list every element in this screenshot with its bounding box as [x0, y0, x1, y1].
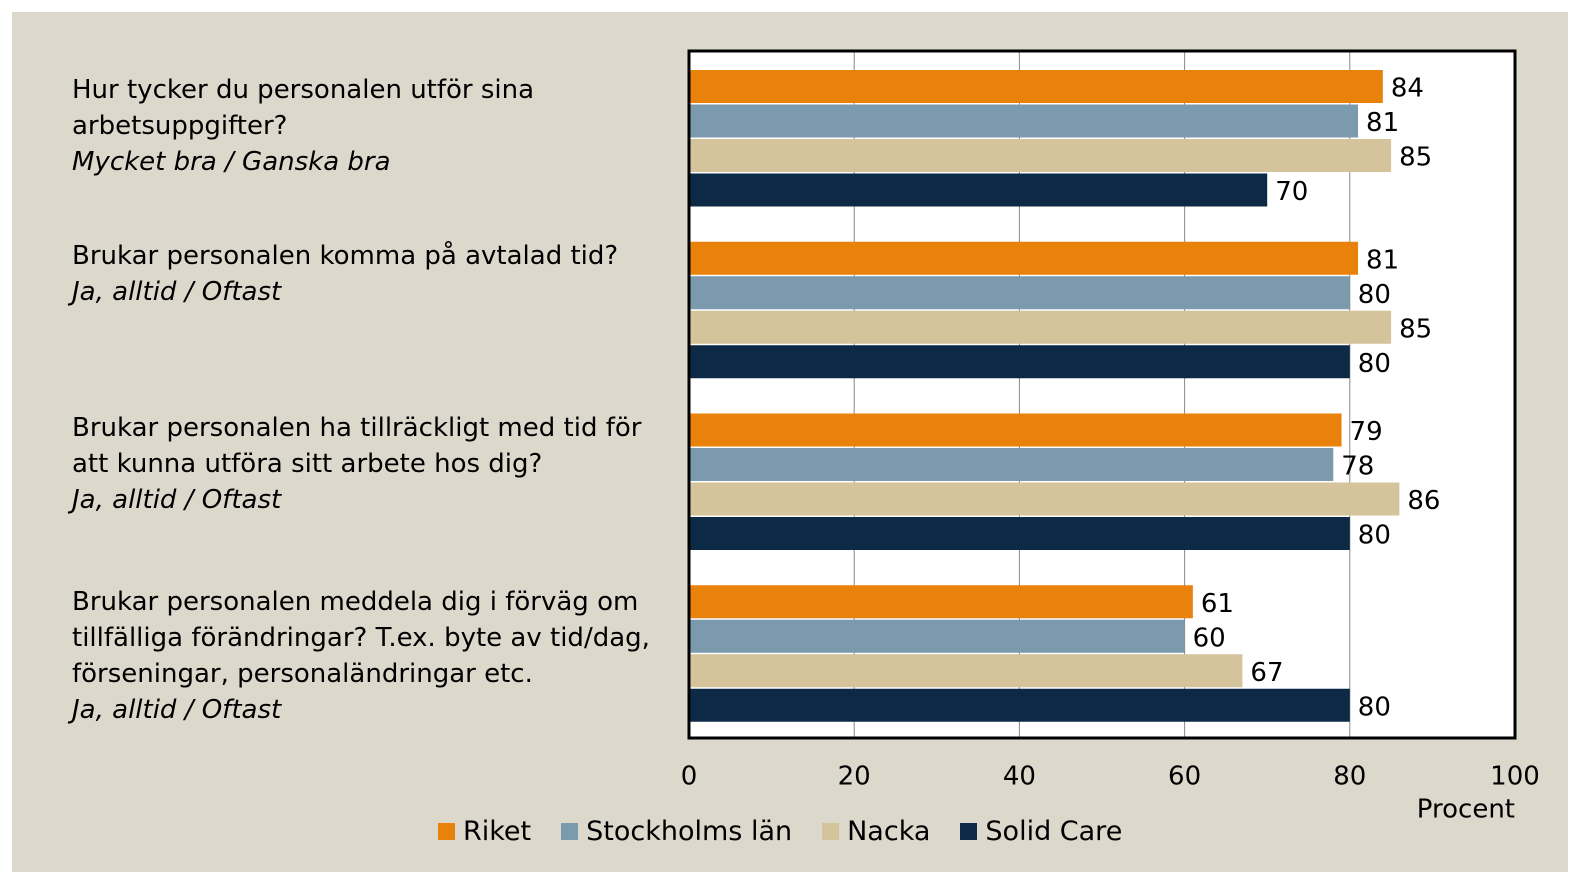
category-label: Brukar personalen komma på avtalad tid? J… — [72, 238, 672, 310]
value-label: 67 — [1250, 658, 1283, 688]
value-label: 78 — [1341, 452, 1374, 482]
value-label: 81 — [1366, 245, 1399, 275]
legend: Riket Stockholms län Nacka Solid Care — [438, 816, 1122, 847]
x-tick-label: 100 — [1490, 762, 1540, 792]
category-question: Hur tycker du personalen utför sina arbe… — [72, 75, 535, 141]
legend-swatch — [561, 823, 579, 840]
legend-swatch — [822, 823, 840, 840]
value-label: 85 — [1399, 143, 1432, 173]
bar — [689, 619, 1185, 653]
bar — [689, 345, 1350, 379]
bar — [689, 139, 1392, 172]
bar — [689, 413, 1342, 447]
category-question: Brukar personalen ha tillräckligt med ti… — [72, 413, 642, 479]
value-label: 80 — [1358, 280, 1391, 310]
legend-label: Riket — [463, 816, 532, 847]
value-label: 84 — [1391, 74, 1424, 104]
category-note: Mycket bra / Ganska bra — [72, 147, 391, 177]
x-tick-label: 0 — [681, 762, 698, 792]
legend-swatch — [960, 823, 978, 840]
bar — [689, 585, 1193, 619]
plot-border — [687, 49, 1517, 740]
legend-item: Solid Care — [960, 816, 1122, 847]
bar — [689, 70, 1383, 103]
category-note: Ja, alltid / Oftast — [72, 277, 282, 307]
value-label: 86 — [1407, 486, 1440, 516]
category-label: Brukar personalen meddela dig i förväg o… — [72, 584, 672, 728]
bar — [689, 688, 1350, 722]
legend-item: Riket — [438, 816, 531, 847]
value-label: 80 — [1358, 349, 1391, 379]
value-label: 80 — [1358, 521, 1391, 551]
x-tick-label: 20 — [838, 762, 871, 792]
bar — [689, 173, 1268, 207]
bar — [689, 310, 1392, 344]
value-label: 61 — [1201, 589, 1234, 619]
x-tick-label: 80 — [1333, 762, 1366, 792]
value-label: 80 — [1358, 692, 1391, 722]
legend-label: Solid Care — [985, 816, 1123, 847]
category-question: Brukar personalen komma på avtalad tid? — [72, 241, 619, 271]
value-label: 81 — [1366, 108, 1399, 138]
category-label: Hur tycker du personalen utför sina arbe… — [72, 72, 672, 180]
category-label: Brukar personalen ha tillräckligt med ti… — [72, 410, 672, 518]
bar — [689, 104, 1359, 138]
bar — [689, 241, 1359, 275]
value-label: 79 — [1350, 417, 1383, 447]
bar — [689, 517, 1350, 550]
legend-label: Nacka — [847, 816, 931, 847]
bar — [689, 654, 1243, 688]
category-question: Brukar personalen meddela dig i förväg o… — [72, 587, 650, 689]
value-label: 70 — [1275, 177, 1308, 207]
value-label: 60 — [1193, 623, 1226, 653]
category-note: Ja, alltid / Oftast — [72, 485, 282, 515]
bar — [689, 448, 1334, 481]
x-tick-label: 40 — [1003, 762, 1036, 792]
bar — [689, 276, 1350, 310]
x-tick-label: 60 — [1168, 762, 1201, 792]
value-label: 85 — [1399, 314, 1432, 344]
legend-item: Stockholms län — [561, 816, 792, 847]
legend-label: Stockholms län — [586, 816, 793, 847]
legend-item: Nacka — [822, 816, 930, 847]
category-note: Ja, alltid / Oftast — [72, 695, 282, 725]
x-axis-label: Procent — [1417, 795, 1515, 825]
legend-swatch — [438, 823, 455, 840]
bar — [689, 482, 1400, 516]
